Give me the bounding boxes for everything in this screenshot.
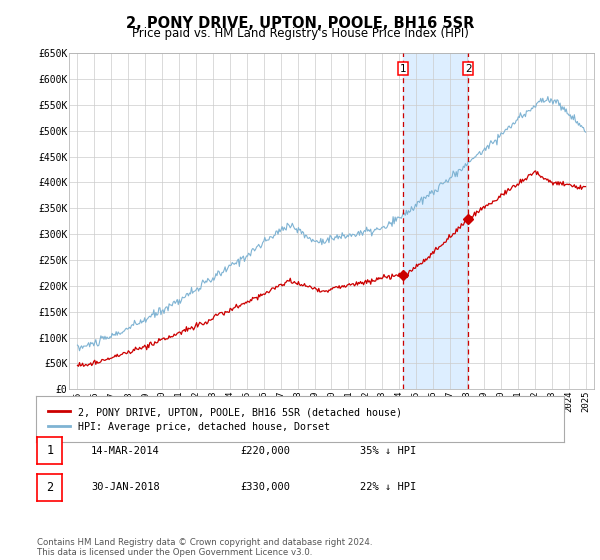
Legend: 2, PONY DRIVE, UPTON, POOLE, BH16 5SR (detached house), HPI: Average price, deta: 2, PONY DRIVE, UPTON, POOLE, BH16 5SR (d… bbox=[44, 403, 406, 436]
Text: 30-JAN-2018: 30-JAN-2018 bbox=[91, 482, 160, 492]
Text: Contains HM Land Registry data © Crown copyright and database right 2024.
This d: Contains HM Land Registry data © Crown c… bbox=[37, 538, 373, 557]
Text: 35% ↓ HPI: 35% ↓ HPI bbox=[360, 446, 416, 456]
Text: £330,000: £330,000 bbox=[240, 482, 290, 492]
Text: 2, PONY DRIVE, UPTON, POOLE, BH16 5SR: 2, PONY DRIVE, UPTON, POOLE, BH16 5SR bbox=[126, 16, 474, 31]
Text: Price paid vs. HM Land Registry's House Price Index (HPI): Price paid vs. HM Land Registry's House … bbox=[131, 27, 469, 40]
Bar bbox=[403, 53, 469, 389]
Text: 2: 2 bbox=[465, 64, 472, 74]
Text: 2: 2 bbox=[46, 480, 53, 494]
Text: £220,000: £220,000 bbox=[240, 446, 290, 456]
Text: 22% ↓ HPI: 22% ↓ HPI bbox=[360, 482, 416, 492]
Text: 1: 1 bbox=[400, 64, 406, 74]
Text: 1: 1 bbox=[46, 444, 53, 458]
Text: 14-MAR-2014: 14-MAR-2014 bbox=[91, 446, 160, 456]
